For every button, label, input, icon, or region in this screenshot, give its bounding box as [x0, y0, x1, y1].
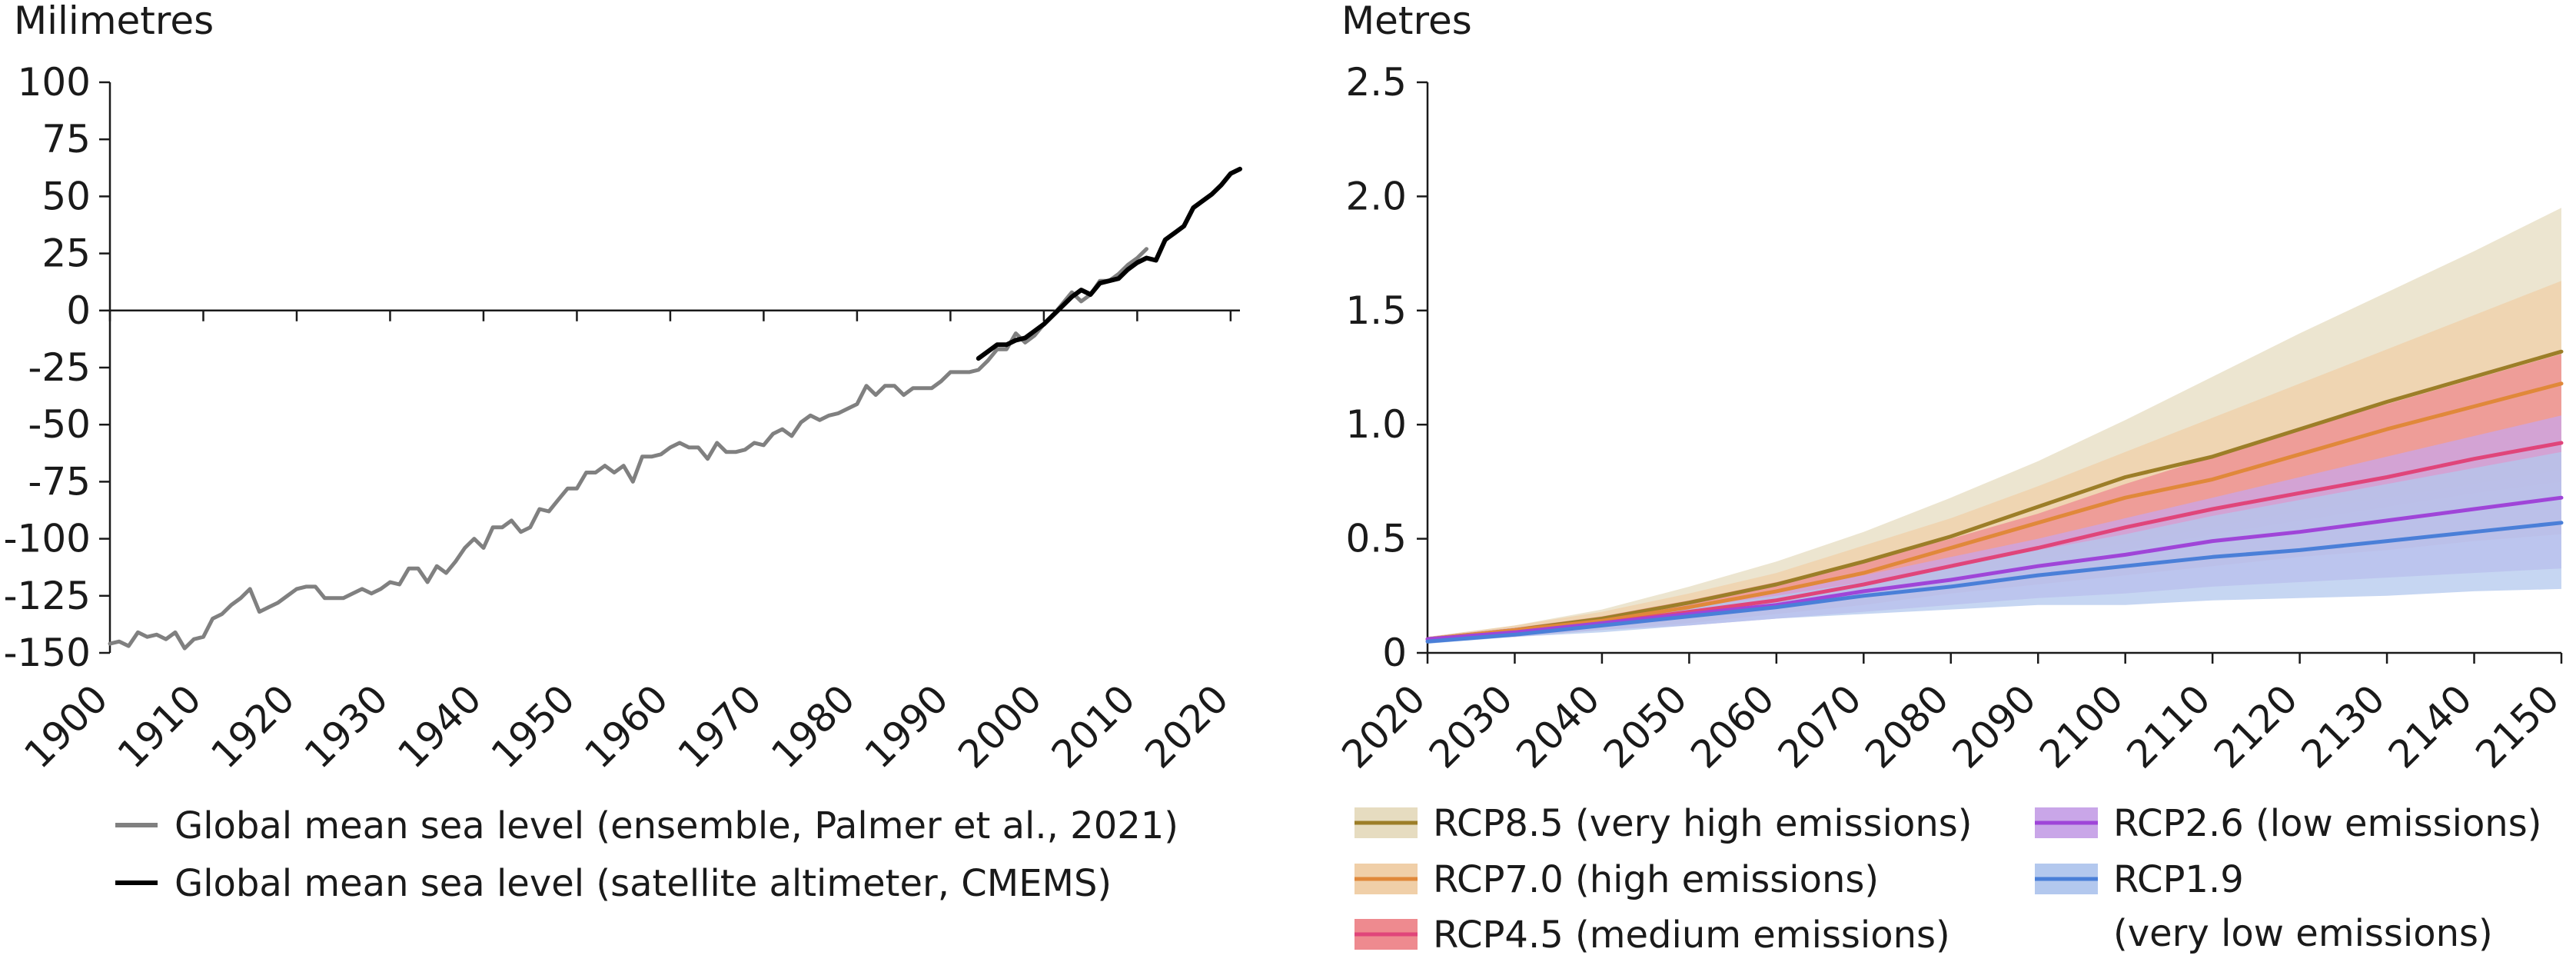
- left-y-unit-label: Milimetres: [14, 0, 214, 43]
- left-x-tick-label: 1960: [576, 676, 676, 777]
- left-y-tick-label: -25: [28, 345, 91, 390]
- left-x-tick-label: 2000: [949, 676, 1050, 777]
- right-legend-label-line: RCP8.5 (very high emissions): [1433, 802, 1972, 845]
- right-y-tick-label: 1.5: [1345, 288, 1407, 333]
- left-x-tick-label: 1940: [389, 676, 490, 777]
- right-y-tick-label: 0.5: [1345, 517, 1407, 561]
- left-x-tick-label: 2010: [1043, 676, 1144, 777]
- right-x-tick-label: 2040: [1507, 676, 1608, 777]
- left-series-line-1: [108, 247, 1148, 651]
- right-series-line-5: [1425, 521, 2564, 644]
- right-legend-label-2: RCP7.0 (high emissions): [1433, 858, 1879, 901]
- right-x-tick-label: 2060: [1682, 676, 1783, 777]
- right-x-tick-label: 2090: [1944, 676, 2045, 777]
- left-x-tick-label: 1900: [15, 676, 116, 777]
- right-chart-sea-level-projections: Metres 2.52.01.51.00.5020202030204020502…: [1333, 0, 2568, 957]
- right-legend-label-4: RCP2.6 (low emissions): [2113, 802, 2541, 845]
- right-x-tick-label: 2150: [2467, 676, 2568, 777]
- right-x-tick-label: 2130: [2293, 676, 2394, 777]
- right-legend-label-5: RCP1.9 (very low emissions): [2113, 858, 2493, 955]
- left-y-tick-label: 100: [18, 60, 91, 105]
- right-y-tick-label: 2.5: [1345, 60, 1407, 105]
- left-y-tick-label: 0: [66, 288, 91, 333]
- right-x-tick-label: 2120: [2205, 676, 2306, 777]
- left-y-tick-label: 25: [42, 231, 91, 276]
- right-y-tick-label: 0: [1382, 631, 1407, 675]
- right-x-tick-label: 2030: [1421, 676, 1521, 777]
- right-legend-label-line: RCP7.0 (high emissions): [1433, 858, 1879, 901]
- left-x-tick-label: 1980: [763, 676, 863, 777]
- left-x-tick-label: 1990: [856, 676, 957, 777]
- right-x-tick-label: 2070: [1770, 676, 1870, 777]
- left-x-tick-label: 1930: [296, 676, 397, 777]
- right-x-tick-label: 2100: [2031, 676, 2132, 777]
- right-x-tick-label: 2080: [1856, 676, 1957, 777]
- left-y-tick-label: 50: [42, 174, 91, 218]
- left-chart-historic-sea-level: Milimetres 100 75 50 25 0 -25 -50 -75 -100 -125 -1…: [4, 0, 1242, 905]
- left-x-tick-label: 1970: [670, 676, 770, 777]
- left-x-tick-label: 2020: [1136, 676, 1237, 777]
- left-x-tick-label: 1950: [483, 676, 583, 777]
- right-series-line-1: [1425, 349, 2564, 641]
- right-legend-label-line: RCP4.5 (medium emissions): [1433, 914, 1950, 957]
- right-x-tick-label: 2110: [2119, 676, 2219, 777]
- left-series-line-2: [976, 166, 1242, 361]
- left-legend-label-2: Global mean sea level (satellite altimet…: [175, 862, 1112, 905]
- right-legend-label-line: RCP2.6 (low emissions): [2113, 802, 2541, 845]
- right-y-tick-label: 1.0: [1345, 402, 1407, 447]
- left-y-tick-label: -125: [4, 574, 91, 618]
- left-x-tick-label: 1910: [109, 676, 210, 777]
- left-legend-label-1: Global mean sea level (ensemble, Palmer …: [175, 804, 1178, 847]
- right-x-tick-label: 2020: [1333, 676, 1434, 777]
- left-y-tick-label: -100: [4, 517, 91, 561]
- right-y-unit-label: Metres: [1341, 0, 1472, 43]
- left-y-tick-label: -75: [28, 459, 91, 504]
- right-series-line-2: [1425, 381, 2564, 641]
- right-series-line-4: [1425, 495, 2564, 641]
- right-legend-label-line: (very low emissions): [2113, 912, 2493, 955]
- left-y-tick-label: -50: [28, 402, 91, 447]
- left-x-tick-label: 1920: [202, 676, 303, 777]
- right-legend-label-line: RCP1.9: [2113, 858, 2244, 901]
- right-x-tick-label: 2050: [1595, 676, 1696, 777]
- right-legend-label-1: RCP8.5 (very high emissions): [1433, 802, 1972, 845]
- left-y-tick-label: 75: [42, 117, 91, 161]
- left-y-tick-label: -150: [4, 631, 91, 675]
- right-legend-label-3: RCP4.5 (medium emissions): [1433, 914, 1950, 957]
- right-y-tick-label: 2.0: [1345, 174, 1407, 218]
- right-x-tick-label: 2140: [2380, 676, 2481, 777]
- right-band-5: [1428, 451, 2561, 644]
